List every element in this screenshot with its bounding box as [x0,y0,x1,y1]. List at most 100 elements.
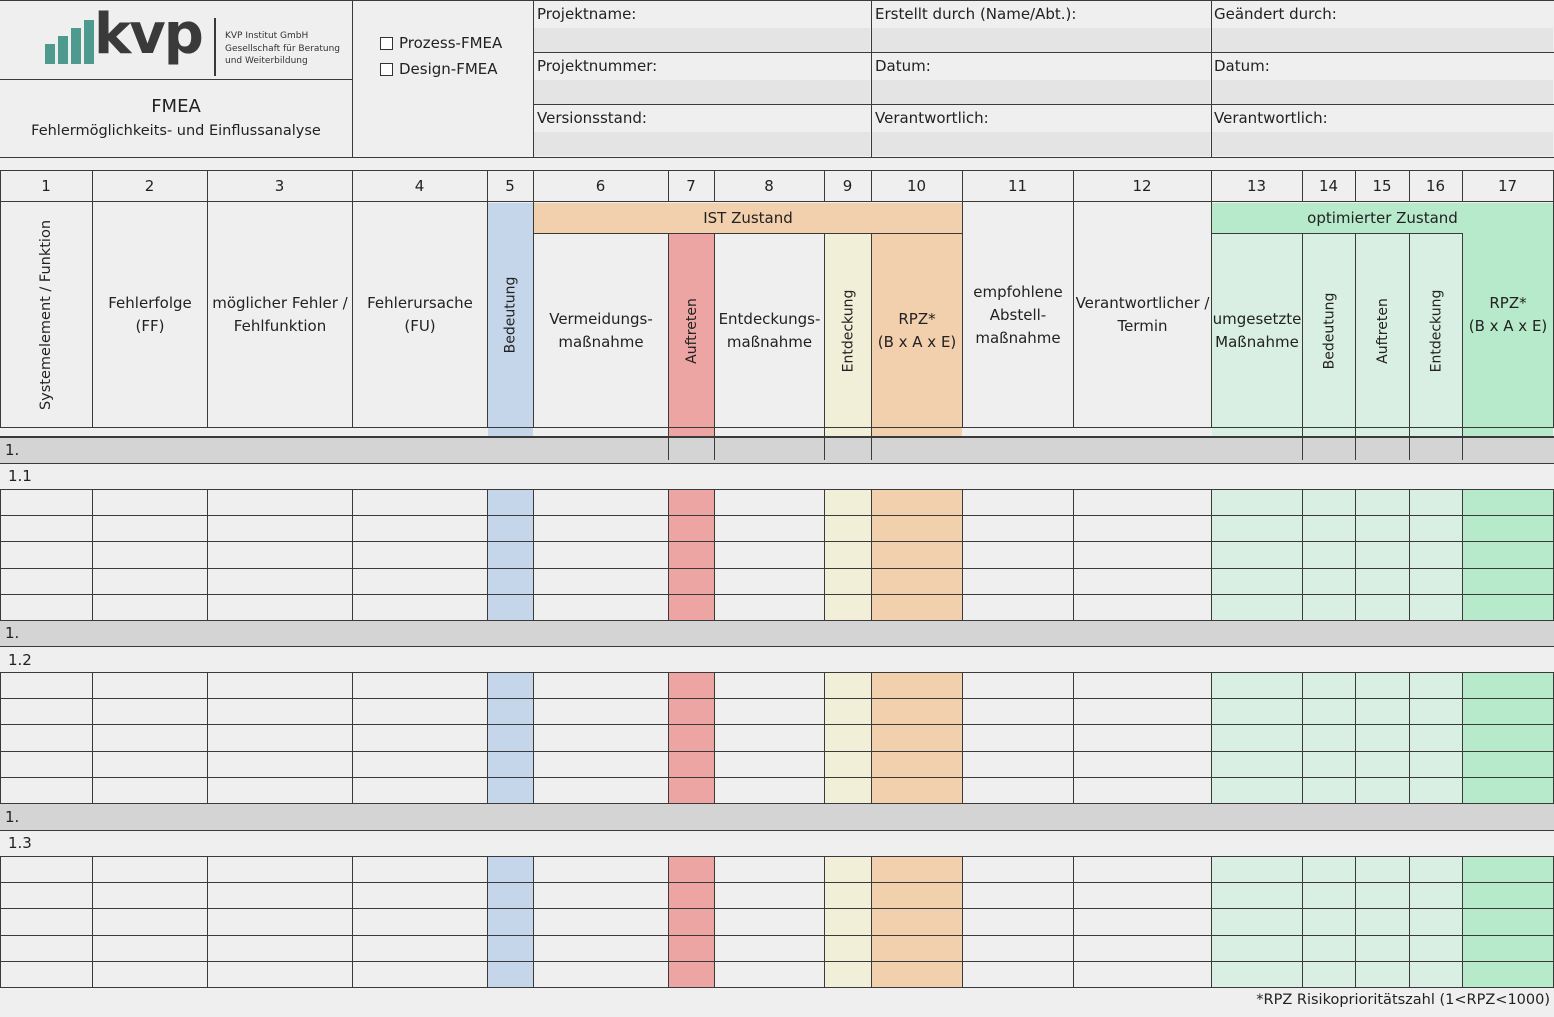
col-line [714,171,715,201]
row-line [0,515,1554,516]
col-line [1462,489,1463,620]
logo-text: kvp [94,2,204,67]
header-rpz-ist: RPZ* (B x A x E) [877,309,957,351]
erstellt-durch-field[interactable] [872,28,1210,52]
column-number: 16 [1425,177,1446,195]
footnote: *RPZ Risikoprioritätszahl (1<RPZ<1000) [1256,992,1550,1008]
label-datum-geaendert: Datum: [1214,57,1270,75]
row-line [0,803,1554,804]
header-divider [533,0,534,157]
column-number: 6 [595,177,606,195]
fmea-type-option-design[interactable]: Design-FMEA [380,60,498,78]
col-line [1211,672,1212,803]
col-line [1409,171,1410,201]
col-line [1073,856,1074,987]
table-top [0,170,1554,171]
col-line [92,202,93,428]
column-number: 7 [686,177,696,195]
row-line [0,935,1554,936]
header-fehlerfolge: Fehlerfolge (FF) [108,294,192,335]
row-line [0,672,1554,673]
column-number: 12 [1132,177,1152,195]
col-line [487,856,488,987]
versionsstand-field[interactable] [534,132,870,156]
logo: kvp KVP Institut GmbH Gesellschaft für B… [40,2,340,80]
checkbox-icon[interactable] [380,36,393,50]
col-line [0,489,1,620]
col-line [487,489,488,620]
projektnummer-field[interactable] [534,80,870,104]
info-row-line [533,104,1554,105]
col-line [871,856,872,987]
col-line [1211,856,1212,987]
column-number: 11 [1007,177,1028,195]
header-entdeckung: Entdeckung [840,289,856,372]
page-title: FMEA [151,95,201,117]
row-line [0,568,1554,569]
col-line [533,489,534,620]
col-line [487,202,488,428]
ist-group-line [533,233,962,234]
col-line [824,171,825,201]
info-field-fill [534,132,870,156]
header-empfohlene-massnahme: empfohlene Abstell- maßnahme [973,282,1063,347]
section-label: 1. [5,808,20,826]
col-line [1211,202,1212,428]
column-number: 10 [906,177,927,195]
geaendert-durch-field[interactable] [1212,28,1553,52]
col-line [1073,202,1074,428]
col-line [487,672,488,803]
row-line [0,698,1554,699]
col-line [207,171,208,201]
col-line [871,489,872,620]
verantwortlich-erstellt-field[interactable] [872,132,1210,156]
header-bottom-line [0,427,1554,428]
fmea-type-option-prozess[interactable]: Prozess-FMEA [380,34,502,52]
col-line [1409,489,1410,620]
info-field-fill [1212,80,1553,104]
column-number: 17 [1497,177,1518,195]
col-line [0,856,1,987]
checkbox-icon[interactable] [380,62,393,76]
row-line [0,777,1554,778]
col-line [1302,672,1303,803]
col-line [92,856,93,987]
header-bedeutung: Bedeutung [502,276,519,354]
verantwortlich-geaendert-field[interactable] [1212,132,1553,156]
col-line [207,856,208,987]
col-line [1409,672,1410,803]
col-line [962,171,963,201]
group-header-optimiert: optimierter Zustand [1307,209,1458,227]
col-line [1355,234,1356,460]
col-line [668,234,669,460]
column-fill [1356,234,1409,987]
col-line [1409,234,1410,460]
info-field-fill [1212,28,1553,52]
datum-geaendert-field[interactable] [1212,80,1553,104]
section-label: 1. [5,624,20,642]
datum-erstellt-field[interactable] [872,80,1210,104]
col-line [962,856,963,987]
label-projektname: Projektname: [537,5,637,23]
col-line [487,171,488,201]
col-line [824,672,825,803]
row-line [0,882,1554,883]
info-field-fill [872,80,1210,104]
projektname-field[interactable] [534,28,870,52]
header-moeglicher-fehler: möglicher Fehler / Fehlfunktion [212,294,348,335]
colnum-bottom [0,201,1554,202]
header-bottom [0,157,1554,158]
row-line [0,856,1554,857]
row-line [0,489,1554,490]
page-subtitle: Fehlermöglichkeits- und Einflussanalyse [31,123,321,139]
col-line [1462,171,1463,201]
column-fill [1410,234,1462,987]
col-line [1302,234,1303,460]
col-line [668,171,669,201]
col-line [533,856,534,987]
col-line [1355,672,1356,803]
label-verantwortlich-geaendert: Verantwortlich: [1214,109,1328,127]
col-line [714,234,715,460]
col-line [1462,672,1463,803]
header-umgesetzte-massnahme: umgesetzte Maßnahme [1212,309,1302,351]
